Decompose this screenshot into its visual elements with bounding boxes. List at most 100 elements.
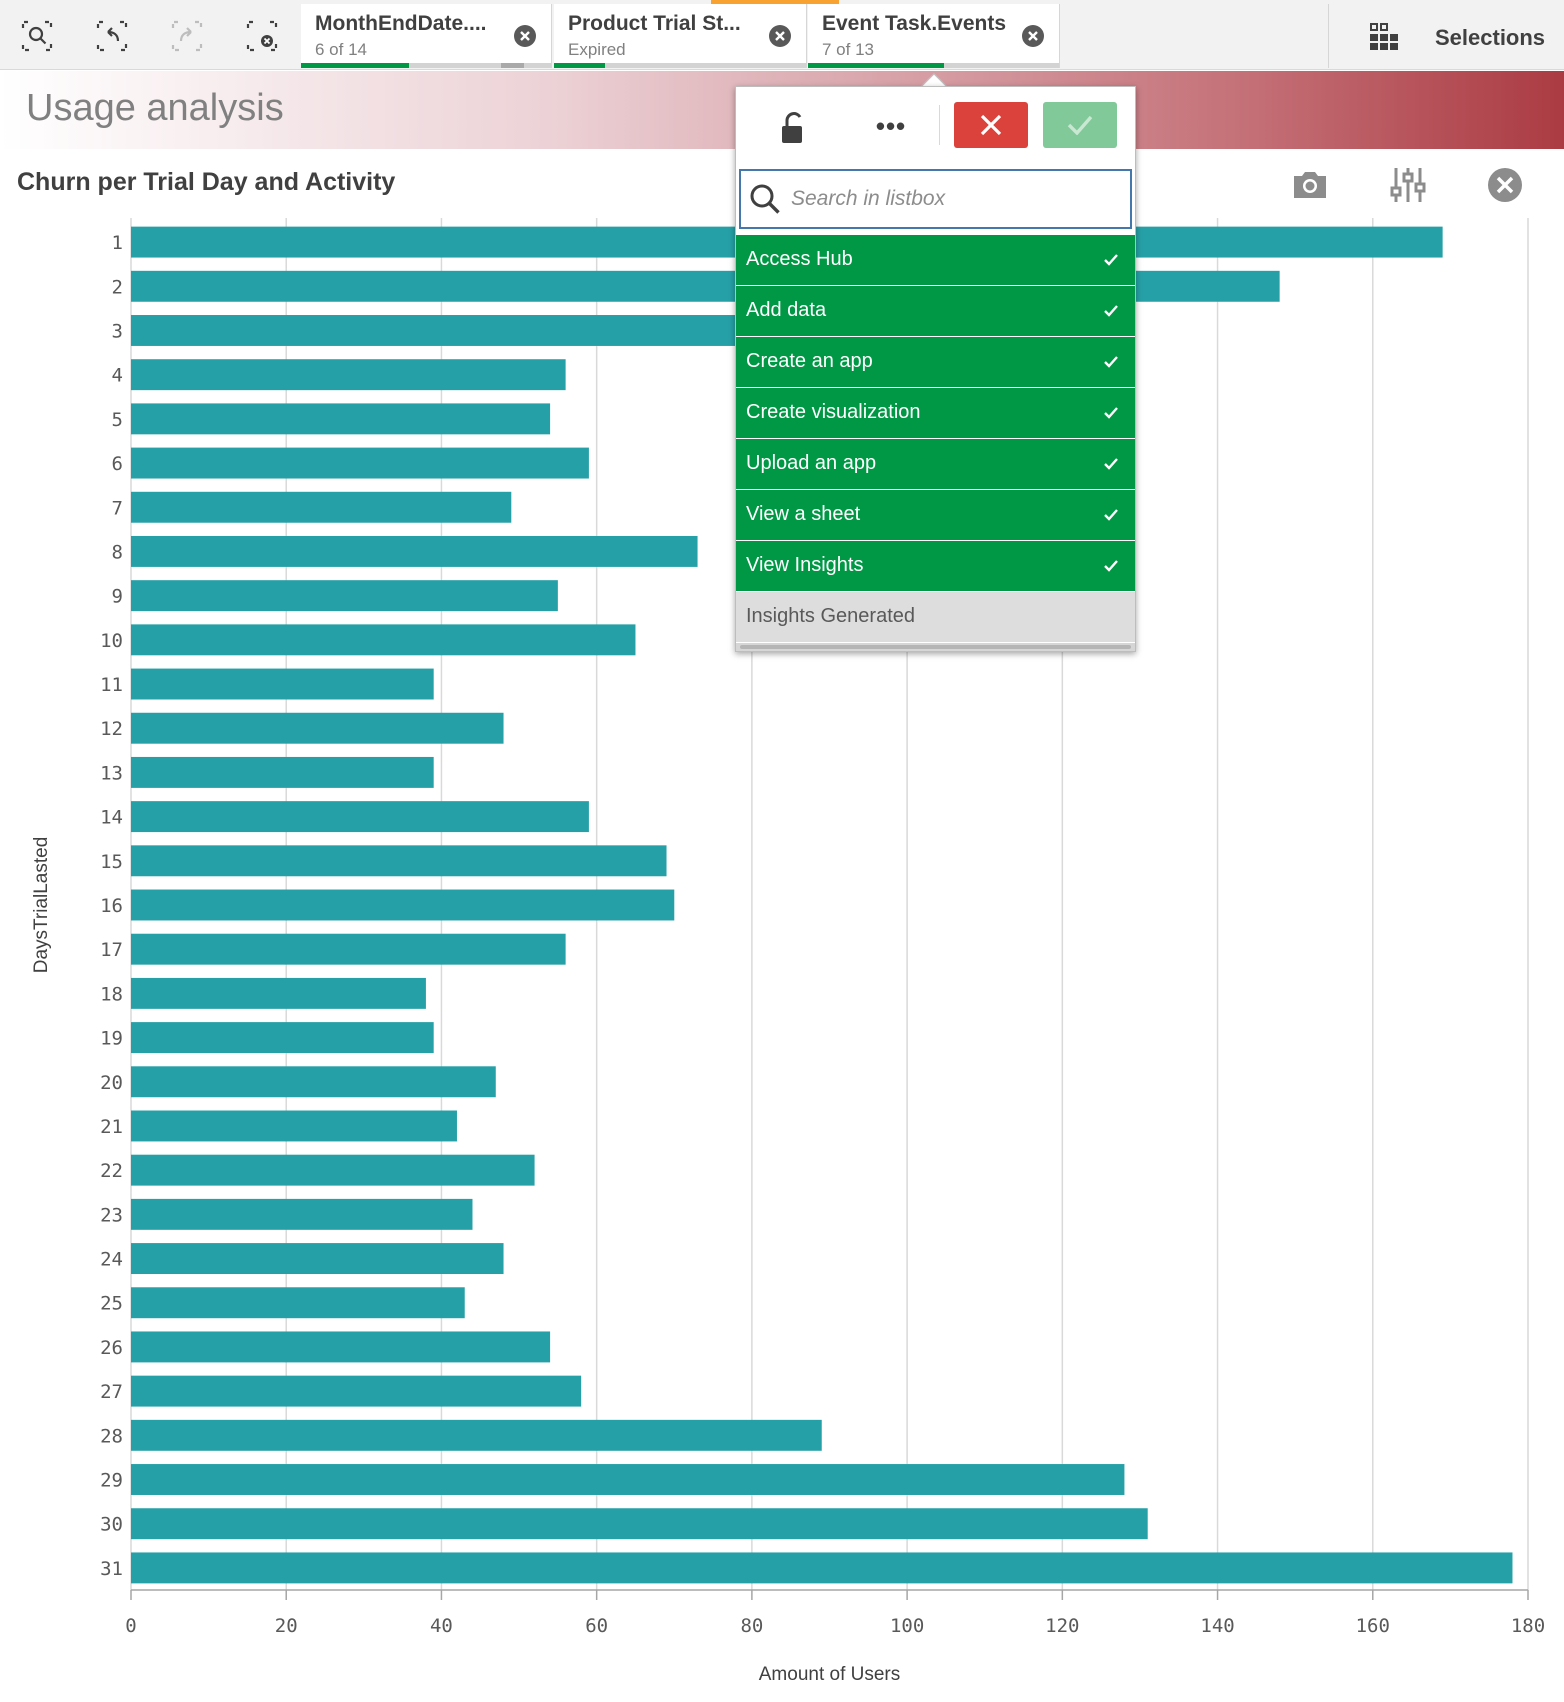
y-tick-label: 26: [100, 1337, 123, 1359]
bar[interactable]: [131, 1198, 473, 1230]
check-icon: [1104, 305, 1118, 317]
listbox-items: Access Hub Add data Create an app Create…: [736, 235, 1135, 643]
listbox-scrollbar[interactable]: [736, 643, 1135, 651]
selection-field-name: Event Task.Events: [822, 12, 1007, 35]
bar[interactable]: [131, 580, 558, 612]
smart-search-icon[interactable]: [17, 16, 57, 56]
bar[interactable]: [131, 1508, 1148, 1540]
y-tick-label: 5: [112, 409, 123, 431]
x-tick-label: 160: [1356, 1615, 1390, 1637]
listbox-item[interactable]: Create visualization: [736, 388, 1135, 439]
active-selection-marker: [711, 0, 839, 4]
clear-selection-icon[interactable]: [1021, 24, 1045, 48]
confirm-selection-button[interactable]: [1043, 102, 1117, 148]
y-tick-label: 14: [100, 807, 123, 829]
y-tick-label: 15: [100, 851, 123, 873]
bar[interactable]: [131, 447, 589, 479]
search-input[interactable]: [791, 181, 1121, 217]
bar[interactable]: [131, 756, 434, 788]
step-back-icon[interactable]: [92, 16, 132, 56]
bar[interactable]: [131, 1022, 434, 1054]
bar[interactable]: [131, 1287, 465, 1319]
y-tick-label: 7: [112, 497, 123, 519]
bar[interactable]: [131, 1464, 1125, 1495]
listbox-item[interactable]: View Insights: [736, 541, 1135, 592]
confirm-icon: [1067, 115, 1093, 135]
y-axis-ticks: 1234567891011121314151617181920212223242…: [100, 232, 123, 1580]
y-tick-label: 9: [112, 586, 123, 608]
camera-icon[interactable]: [1290, 166, 1330, 204]
y-tick-label: 29: [100, 1470, 123, 1492]
check-icon: [1104, 254, 1118, 266]
selections-button[interactable]: Selections: [1328, 4, 1564, 68]
cancel-selection-button[interactable]: [954, 102, 1028, 148]
check-icon: [1104, 509, 1118, 521]
bar[interactable]: [131, 712, 504, 744]
step-forward-icon[interactable]: [167, 16, 207, 56]
clear-all-selections-icon[interactable]: [242, 16, 282, 56]
listbox-toolbar: •••: [736, 87, 1135, 167]
bar[interactable]: [131, 1419, 822, 1451]
bar[interactable]: [131, 889, 675, 921]
bar[interactable]: [131, 801, 589, 833]
bar[interactable]: [131, 1110, 457, 1142]
x-tick-label: 40: [430, 1615, 453, 1637]
bar[interactable]: [131, 845, 667, 877]
selection-tab-monthenddate[interactable]: MonthEndDate.... 6 of 14: [301, 4, 552, 68]
bar[interactable]: [131, 535, 698, 567]
bar[interactable]: [131, 359, 566, 391]
selection-tab-event-task-events[interactable]: Event Task.Events 7 of 13: [808, 4, 1060, 68]
bar[interactable]: [131, 1243, 504, 1275]
x-tick-label: 180: [1511, 1615, 1545, 1637]
bar[interactable]: [131, 624, 636, 656]
bar[interactable]: [131, 1552, 1513, 1584]
selected-segment: [554, 63, 605, 68]
x-tick-label: 100: [890, 1615, 924, 1637]
toolbar-divider: [939, 105, 940, 145]
listbox-item[interactable]: Upload an app: [736, 439, 1135, 490]
selection-field-name: Product Trial St...: [568, 12, 741, 35]
bar[interactable]: [131, 403, 551, 435]
bar[interactable]: [131, 668, 434, 700]
listbox-search[interactable]: [739, 169, 1132, 229]
check-icon: [1104, 458, 1118, 470]
chart-bars: [131, 226, 1513, 1584]
listbox-item[interactable]: Create an app: [736, 337, 1135, 388]
x-tick-label: 20: [275, 1615, 298, 1637]
more-icon[interactable]: •••: [875, 110, 907, 141]
bar[interactable]: [131, 1066, 496, 1098]
bar[interactable]: [131, 977, 426, 1009]
y-tick-label: 6: [112, 453, 123, 475]
bar-chart[interactable]: 1234567891011121314151617181920212223242…: [0, 200, 1564, 1702]
bar[interactable]: [131, 1331, 551, 1363]
bar[interactable]: [131, 1375, 582, 1407]
bar[interactable]: [131, 933, 566, 965]
x-axis-ticks: 0 20 40 60 80 100 120 140 160 180: [125, 1590, 1545, 1637]
bar[interactable]: [131, 1154, 535, 1186]
check-icon: [1104, 560, 1118, 572]
y-tick-label: 19: [100, 1028, 123, 1050]
selections-grid-icon: [1370, 23, 1398, 50]
clear-selection-icon[interactable]: [513, 24, 537, 48]
y-tick-label: 2: [112, 276, 123, 298]
y-tick-label: 20: [100, 1072, 123, 1094]
exploration-menu-icon[interactable]: [1388, 166, 1428, 204]
selection-tab-product-trial-status[interactable]: Product Trial St... Expired: [554, 4, 807, 68]
unlock-icon[interactable]: [778, 111, 808, 145]
search-icon: [750, 184, 780, 214]
scrollbar-thumb[interactable]: [740, 645, 1131, 649]
y-tick-label: 27: [100, 1381, 123, 1403]
listbox-item[interactable]: Access Hub: [736, 235, 1135, 286]
listbox-item[interactable]: Insights Generated: [736, 592, 1135, 643]
listbox-item[interactable]: View a sheet: [736, 490, 1135, 541]
cancel-icon: [980, 114, 1002, 136]
close-icon[interactable]: [1485, 166, 1525, 204]
y-tick-label: 1: [112, 232, 123, 254]
clear-selection-icon[interactable]: [768, 24, 792, 48]
y-tick-label: 12: [100, 718, 123, 740]
y-tick-label: 30: [100, 1514, 123, 1536]
selections-toolbar: MonthEndDate.... 6 of 14 Product Trial S…: [0, 0, 1564, 70]
listbox-item[interactable]: Add data: [736, 286, 1135, 337]
bar[interactable]: [131, 491, 512, 523]
selection-state-bar: [301, 63, 551, 68]
